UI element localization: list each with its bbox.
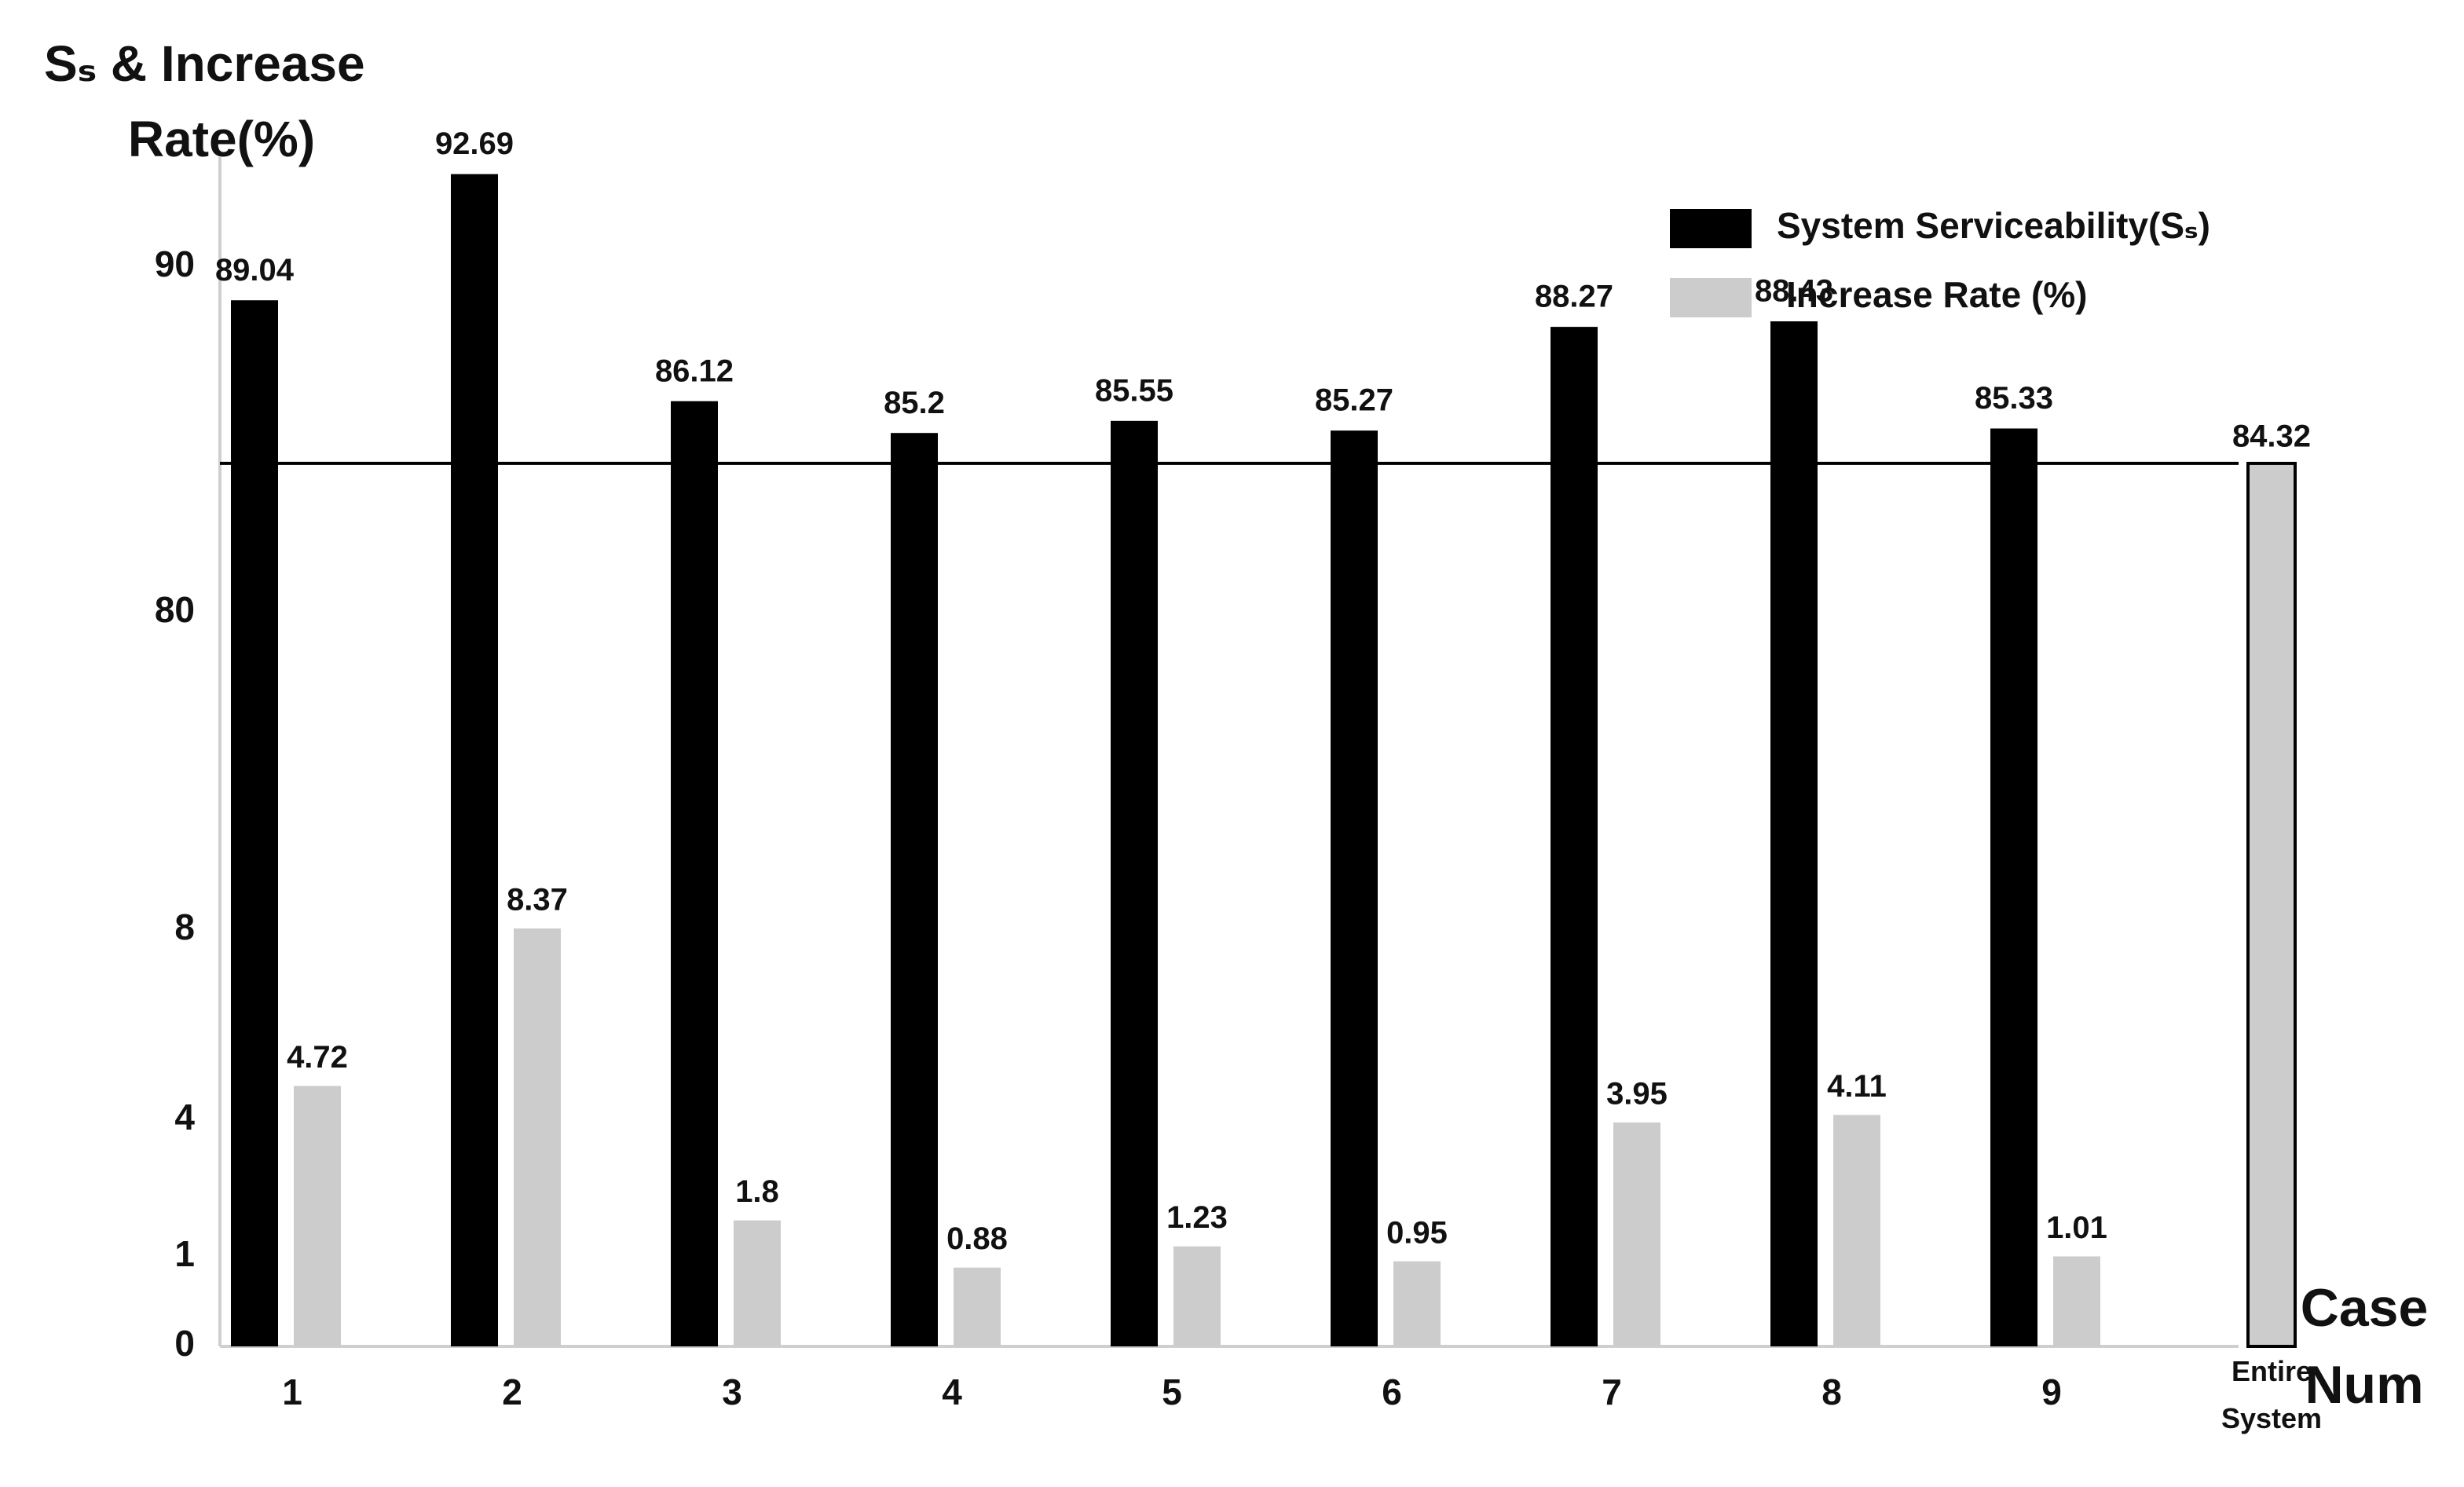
value-label: 0.88 — [946, 1221, 1008, 1256]
value-label: 1.23 — [1166, 1200, 1228, 1235]
y-tick-label: 90 — [155, 244, 195, 284]
x-axis-title: Case — [2301, 1278, 2429, 1338]
y-tick-label: 8 — [174, 906, 195, 947]
value-label: 89.04 — [215, 253, 295, 288]
value-label: 1.8 — [735, 1174, 779, 1209]
legend-swatch — [1670, 278, 1752, 317]
bar — [671, 401, 718, 1347]
value-label: 8.37 — [507, 882, 568, 917]
x-tick-label: 3 — [722, 1372, 742, 1412]
x-tick-label: 2 — [502, 1372, 522, 1412]
x-tick-label: 9 — [2041, 1372, 2062, 1412]
bar — [1990, 428, 2037, 1346]
bar — [1173, 1246, 1221, 1346]
bar — [1111, 420, 1158, 1346]
x-tick-label: 8 — [1821, 1372, 1842, 1412]
bar — [451, 174, 498, 1346]
x-tick-label: Entire System — [2221, 1355, 2322, 1434]
value-label: 1.01 — [2046, 1210, 2107, 1245]
value-label: 4.11 — [1827, 1069, 1887, 1104]
x-tick-label: 1 — [282, 1372, 302, 1412]
bar — [1613, 1122, 1660, 1346]
value-label: 4.72 — [287, 1040, 348, 1075]
y-axis-title: Sₛ & Increase — [44, 35, 365, 92]
legend-label: System Serviceability(Sₛ) — [1777, 205, 2210, 246]
bar — [514, 928, 561, 1346]
bar — [2053, 1256, 2100, 1346]
value-label: 0.95 — [1386, 1215, 1448, 1250]
value-label: 85.27 — [1315, 383, 1393, 418]
value-label: 85.33 — [1975, 381, 2053, 416]
y-tick-label: 80 — [155, 589, 195, 630]
value-label: 84.32 — [2232, 419, 2311, 453]
x-tick-label: 4 — [942, 1372, 962, 1412]
y-tick-label: 4 — [174, 1097, 195, 1137]
x-tick-label: 5 — [1162, 1372, 1182, 1412]
value-label: 85.55 — [1095, 373, 1173, 408]
bar — [294, 1086, 341, 1346]
value-label: 88.27 — [1535, 280, 1613, 314]
bar — [231, 300, 278, 1346]
legend-label: Increase Rate (%) — [1786, 274, 2088, 315]
x-tick-label: 7 — [1602, 1372, 1622, 1412]
y-tick-label: 0 — [174, 1323, 195, 1364]
value-label: 92.69 — [435, 126, 514, 161]
value-label: 85.2 — [884, 386, 945, 420]
bar — [1770, 321, 1818, 1347]
x-tick-label: 6 — [1382, 1372, 1402, 1412]
value-label: 88.43 — [1755, 274, 1833, 309]
value-label: 86.12 — [655, 353, 734, 388]
bar — [2246, 461, 2297, 1348]
legend-swatch — [1670, 209, 1752, 248]
bar — [1331, 430, 1378, 1346]
bar — [1833, 1115, 1880, 1346]
bar — [734, 1220, 781, 1346]
y-tick-label: 1 — [174, 1233, 195, 1274]
x-axis-title: Num — [2305, 1355, 2423, 1415]
bar — [1551, 327, 1598, 1346]
value-label: 3.95 — [1606, 1076, 1668, 1111]
bar — [1393, 1261, 1441, 1346]
bar — [954, 1267, 1001, 1346]
bar — [891, 433, 938, 1347]
